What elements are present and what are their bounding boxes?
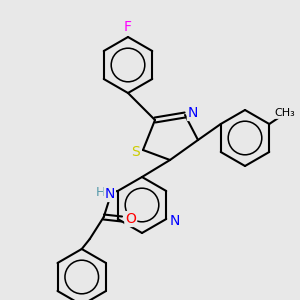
- Text: N: N: [170, 214, 180, 228]
- Text: CH₃: CH₃: [275, 108, 296, 118]
- Text: O: O: [125, 212, 136, 226]
- Text: N: N: [105, 187, 115, 201]
- Text: S: S: [130, 145, 140, 159]
- Text: N: N: [188, 106, 198, 120]
- Text: H: H: [96, 187, 105, 200]
- Text: F: F: [124, 20, 132, 34]
